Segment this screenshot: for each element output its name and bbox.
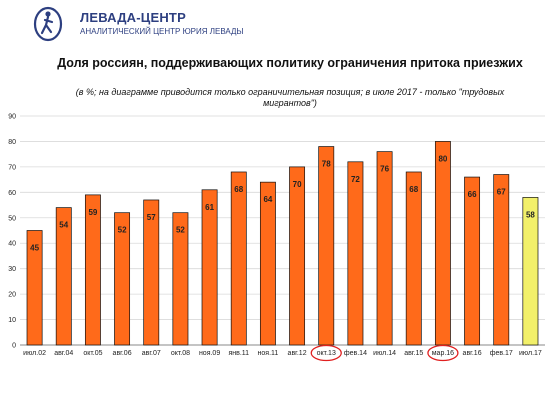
x-tick-label: окт.13 bbox=[317, 350, 336, 357]
bar bbox=[259, 181, 276, 346]
x-tick-label: окт.08 bbox=[171, 350, 190, 357]
bar bbox=[55, 207, 72, 346]
bar bbox=[376, 151, 393, 346]
y-tick-label: 10 bbox=[8, 317, 16, 324]
data-label: 72 bbox=[351, 175, 360, 184]
x-tick-label: авг.06 bbox=[113, 350, 132, 357]
data-label: 76 bbox=[380, 165, 389, 174]
bar bbox=[172, 212, 189, 346]
bar bbox=[464, 176, 481, 346]
bar bbox=[347, 161, 364, 346]
chart-subtitle: (в %; на диаграмме приводится только огр… bbox=[75, 87, 505, 108]
data-label: 59 bbox=[88, 208, 97, 217]
data-label: 45 bbox=[30, 244, 39, 253]
brand-name: ЛЕВАДА-ЦЕНТР bbox=[80, 10, 186, 25]
y-tick-label: 90 bbox=[8, 114, 16, 121]
bar bbox=[405, 171, 422, 346]
x-tick-label: янв.11 bbox=[228, 350, 249, 357]
data-label: 57 bbox=[147, 213, 156, 222]
bar bbox=[201, 189, 218, 346]
bar bbox=[84, 194, 101, 346]
data-label: 58 bbox=[526, 210, 535, 219]
x-tick-label: июл.17 bbox=[519, 350, 542, 357]
bar bbox=[26, 230, 43, 346]
x-tick-label: авг.04 bbox=[54, 350, 73, 357]
data-label: 68 bbox=[409, 185, 418, 194]
y-tick-label: 30 bbox=[8, 266, 16, 273]
data-label: 80 bbox=[438, 154, 447, 163]
y-tick-label: 50 bbox=[8, 215, 16, 222]
x-tick-label: окт.05 bbox=[83, 350, 102, 357]
bar bbox=[434, 141, 451, 346]
data-label: 52 bbox=[176, 226, 185, 235]
x-tick-label: фев.14 bbox=[344, 350, 367, 357]
header: ЛЕВАДА-ЦЕНТР АНАЛИТИЧЕСКИЙ ЦЕНТР ЮРИЯ ЛЕ… bbox=[0, 0, 550, 45]
highlight-circle bbox=[427, 344, 459, 362]
bar bbox=[143, 199, 160, 346]
data-label: 68 bbox=[234, 185, 243, 194]
levada-logo-icon bbox=[33, 6, 63, 42]
data-label: 64 bbox=[263, 195, 272, 204]
x-tick-label: фев.17 bbox=[490, 350, 513, 357]
bar bbox=[522, 197, 539, 346]
y-tick-label: 0 bbox=[12, 343, 16, 350]
bar bbox=[114, 212, 131, 346]
y-tick-label: 80 bbox=[8, 139, 16, 146]
x-tick-label: авг.07 bbox=[142, 350, 161, 357]
data-label: 70 bbox=[293, 180, 302, 189]
data-label: 67 bbox=[497, 188, 506, 197]
data-label: 66 bbox=[468, 190, 477, 199]
bar bbox=[289, 166, 306, 346]
highlight-circle bbox=[310, 344, 342, 362]
x-tick-label: мар.16 bbox=[432, 350, 454, 357]
brand-subtitle: АНАЛИТИЧЕСКИЙ ЦЕНТР ЮРИЯ ЛЕВАДЫ bbox=[80, 27, 244, 36]
x-tick-label: июл.02 bbox=[23, 350, 46, 357]
x-tick-label: ноя.11 bbox=[258, 350, 279, 357]
x-tick-label: июл.14 bbox=[373, 350, 396, 357]
bar bbox=[230, 171, 247, 346]
x-tick-label: авг.15 bbox=[404, 350, 423, 357]
data-label: 52 bbox=[118, 226, 127, 235]
x-tick-label: авг.16 bbox=[463, 350, 482, 357]
data-label: 61 bbox=[205, 203, 214, 212]
y-tick-label: 20 bbox=[8, 292, 16, 299]
y-tick-label: 40 bbox=[8, 241, 16, 248]
y-tick-label: 70 bbox=[8, 164, 16, 171]
y-tick-label: 60 bbox=[8, 190, 16, 197]
data-label: 54 bbox=[59, 221, 68, 230]
data-label: 78 bbox=[322, 160, 331, 169]
chart-title: Доля россиян, поддерживающих политику ог… bbox=[57, 56, 523, 70]
x-tick-label: ноя.09 bbox=[199, 350, 220, 357]
bar bbox=[318, 146, 335, 346]
bar bbox=[493, 174, 510, 346]
x-tick-label: авг.12 bbox=[288, 350, 307, 357]
